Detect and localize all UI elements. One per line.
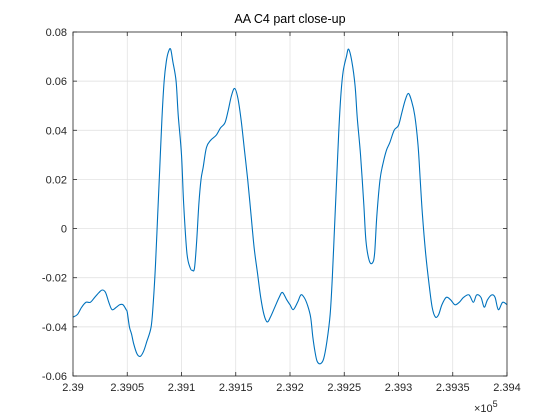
y-tick-label: 0 bbox=[61, 224, 67, 236]
x-tick-label: 2.3905 bbox=[110, 382, 144, 394]
ticks bbox=[72, 31, 508, 377]
y-tick-label: -0.02 bbox=[42, 273, 67, 285]
y-tick-label: 0.04 bbox=[46, 125, 67, 137]
x-tick-label: 2.3915 bbox=[219, 382, 253, 394]
x-tick-label: 2.391 bbox=[168, 382, 196, 394]
x-tick-label: 2.394 bbox=[493, 382, 521, 394]
x-exponent-base: ×10 bbox=[474, 403, 493, 415]
x-tick-label: 2.3925 bbox=[327, 382, 361, 394]
tick-labels: 2.39 2.3905 2.391 2.3915 2.392 2.3925 2.393 2.3… bbox=[42, 27, 521, 394]
x-exponent-label: ×105 bbox=[474, 399, 498, 415]
y-tick-label: 0.06 bbox=[46, 76, 67, 88]
y-tick-label: -0.04 bbox=[42, 322, 67, 334]
chart-title: AA C4 part close-up bbox=[234, 12, 345, 26]
y-tick-label: 0.08 bbox=[46, 27, 67, 39]
data-layer bbox=[72, 48, 508, 365]
y-tick-label: 0.02 bbox=[46, 174, 67, 186]
x-tick-label: 2.3935 bbox=[436, 382, 470, 394]
x-tick-label: 2.393 bbox=[385, 382, 413, 394]
x-tick-label: 2.392 bbox=[276, 382, 304, 394]
y-tick-label: -0.06 bbox=[42, 371, 67, 383]
x-tick-label: 2.39 bbox=[62, 382, 83, 394]
series-line bbox=[72, 48, 508, 365]
x-exponent-power: 5 bbox=[493, 399, 498, 409]
